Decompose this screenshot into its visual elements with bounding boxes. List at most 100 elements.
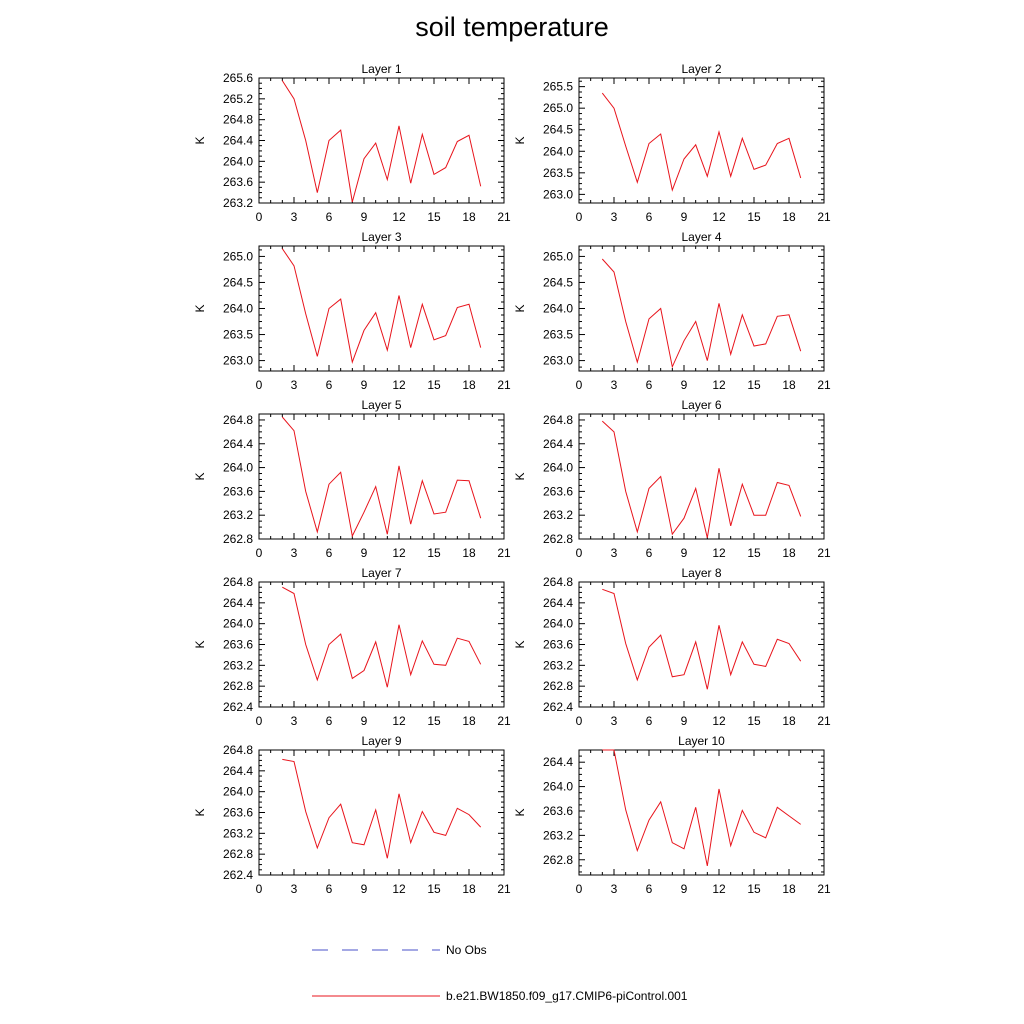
- layer1-y-tick-label: 265.2: [223, 92, 253, 106]
- layer3-x-tick-label: 6: [326, 378, 333, 392]
- layer4-x-tick-label: 15: [747, 378, 761, 392]
- layer1-y-tick-label: 264.4: [223, 134, 253, 148]
- layer7-series-line: [282, 586, 482, 688]
- layer8-x-tick-label: 3: [611, 714, 618, 728]
- layer7-x-tick-label: 6: [326, 714, 333, 728]
- layer2-y-tick-label: 265.5: [543, 80, 573, 94]
- layer10-x-tick-label: 15: [747, 882, 761, 896]
- layer4-series-line: [601, 258, 802, 369]
- layer6-x-tick-label: 9: [681, 546, 688, 560]
- layer3-x-tick-label: 9: [361, 378, 368, 392]
- layer2-x-tick-label: 12: [712, 210, 726, 224]
- layer10-y-tick-label: 264.4: [543, 755, 573, 769]
- layer5-x-tick-label: 18: [462, 546, 476, 560]
- layer10-series-line: [602, 749, 801, 866]
- layer4-x-tick-label: 12: [712, 378, 726, 392]
- layer6-y-tick-label: 263.6: [543, 484, 573, 498]
- layer1-ylabel: K: [193, 136, 207, 144]
- layer5-plot-frame: [258, 413, 505, 540]
- layer4-y-tick-label: 264.0: [543, 302, 573, 316]
- layer9-y-tick-label: 263.6: [223, 806, 253, 820]
- layer1-title: Layer 1: [361, 62, 401, 76]
- layer4-x-tick-label: 3: [611, 378, 618, 392]
- layer4-x-tick-label: 0: [576, 378, 583, 392]
- layer7-y-tick-label: 262.4: [223, 700, 253, 714]
- layer1-y-tick-label: 263.6: [223, 175, 253, 189]
- layer2-y-tick-label: 263.0: [543, 187, 573, 201]
- layer7-y-tick-label: 263.2: [223, 658, 253, 672]
- layer2-series-line: [601, 92, 802, 192]
- layer2-plot-frame: [578, 77, 825, 204]
- layer8-ylabel: K: [513, 640, 527, 648]
- layer1-x-tick-label: 0: [256, 210, 263, 224]
- layer6-x-tick-label: 18: [782, 546, 796, 560]
- layer6-x-tick-label: 3: [611, 546, 618, 560]
- layer3-y-tick-label: 265.0: [223, 249, 253, 263]
- layer1-y-tick-label: 264.0: [223, 154, 253, 168]
- layer10-plot-frame: [578, 749, 825, 876]
- layer6-x-tick-label: 21: [817, 546, 831, 560]
- layer2-x-tick-label: 15: [747, 210, 761, 224]
- layer7-ylabel: K: [193, 640, 207, 648]
- layer3-plot-frame: [258, 245, 505, 372]
- layer3-x-tick-label: 0: [256, 378, 263, 392]
- layer7-x-tick-label: 12: [392, 714, 406, 728]
- layer1-x-tick-label: 15: [427, 210, 441, 224]
- layer7-title: Layer 7: [361, 566, 401, 580]
- layer5-x-tick-label: 6: [326, 546, 333, 560]
- layer1-x-tick-label: 21: [497, 210, 511, 224]
- layer2-x-tick-label: 21: [817, 210, 831, 224]
- layer10-x-tick-label: 21: [817, 882, 831, 896]
- layer8-x-tick-label: 0: [576, 714, 583, 728]
- layer7-x-tick-label: 15: [427, 714, 441, 728]
- layer6-x-tick-label: 15: [747, 546, 761, 560]
- layer4-x-tick-label: 9: [681, 378, 688, 392]
- layer1-x-tick-label: 6: [326, 210, 333, 224]
- layer8-y-tick-label: 263.2: [543, 658, 573, 672]
- layer5-x-tick-label: 9: [361, 546, 368, 560]
- layer10-x-tick-label: 6: [646, 882, 653, 896]
- layer5-x-tick-label: 21: [497, 546, 511, 560]
- layer8-y-tick-label: 262.8: [543, 679, 573, 693]
- layer4-y-tick-label: 264.5: [543, 275, 573, 289]
- layer8-title: Layer 8: [681, 566, 721, 580]
- layer6-y-tick-label: 264.4: [543, 437, 573, 451]
- layer2-y-tick-label: 263.5: [543, 166, 573, 180]
- layer6-y-tick-label: 263.2: [543, 508, 573, 522]
- layer5-x-tick-label: 0: [256, 546, 263, 560]
- layer1-x-tick-label: 9: [361, 210, 368, 224]
- layer3-x-tick-label: 18: [462, 378, 476, 392]
- layer4-x-tick-label: 21: [817, 378, 831, 392]
- page-title: soil temperature: [415, 12, 609, 42]
- layer6-y-tick-label: 264.8: [543, 413, 573, 427]
- layer7-y-tick-label: 262.8: [223, 679, 253, 693]
- layer10-y-tick-label: 262.8: [543, 853, 573, 867]
- layer1-y-tick-label: 265.6: [223, 71, 253, 85]
- layer8-x-tick-label: 9: [681, 714, 688, 728]
- layer1-series-line: [281, 80, 482, 203]
- layer6-y-tick-label: 264.0: [543, 461, 573, 475]
- layer3-x-tick-label: 12: [392, 378, 406, 392]
- layer3-title: Layer 3: [361, 230, 401, 244]
- layer8-y-tick-label: 264.8: [543, 575, 573, 589]
- layer10-x-tick-label: 3: [611, 882, 618, 896]
- layer4-title: Layer 4: [681, 230, 721, 244]
- layer3-y-tick-label: 263.0: [223, 354, 253, 368]
- layer9-series-line: [282, 758, 482, 859]
- layer10-x-tick-label: 9: [681, 882, 688, 896]
- layer8-x-tick-label: 6: [646, 714, 653, 728]
- layer4-y-tick-label: 263.5: [543, 328, 573, 342]
- layer1-y-tick-label: 263.2: [223, 196, 253, 210]
- layer10-x-tick-label: 12: [712, 882, 726, 896]
- layer5-x-tick-label: 15: [427, 546, 441, 560]
- layer6-x-tick-label: 0: [576, 546, 583, 560]
- layer3-y-tick-label: 264.5: [223, 275, 253, 289]
- layer8-x-tick-label: 12: [712, 714, 726, 728]
- layer2-title: Layer 2: [681, 62, 721, 76]
- layer9-ylabel: K: [193, 808, 207, 816]
- layer10-x-tick-label: 18: [782, 882, 796, 896]
- layer2-y-tick-label: 264.5: [543, 123, 573, 137]
- layer2-y-tick-label: 264.0: [543, 144, 573, 158]
- layer2-x-tick-label: 9: [681, 210, 688, 224]
- layer6-x-tick-label: 6: [646, 546, 653, 560]
